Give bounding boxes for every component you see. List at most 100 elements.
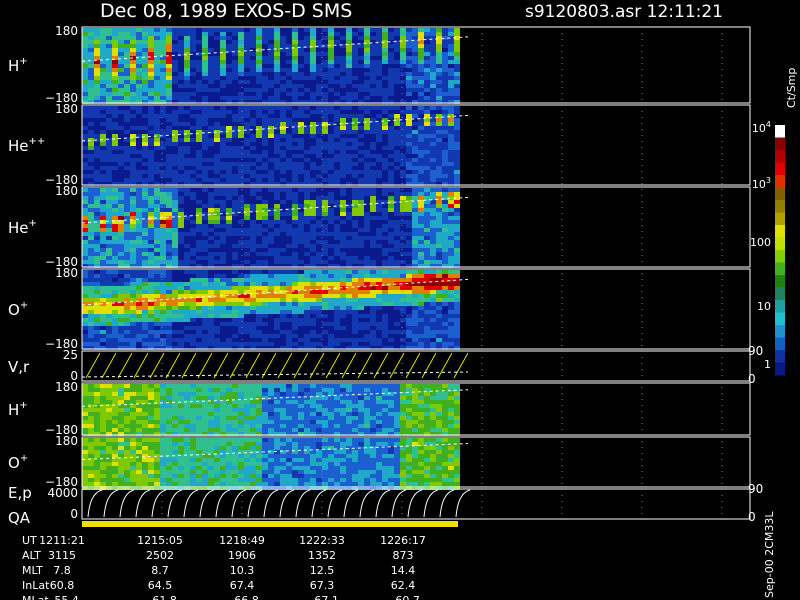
spectrogram-cell — [214, 342, 220, 346]
spectrogram-cell — [250, 92, 256, 96]
spectrogram-cell — [430, 174, 436, 178]
spectrogram-cell — [106, 96, 112, 100]
spectrogram-cell — [154, 118, 160, 122]
spectrogram-cell — [178, 44, 184, 48]
spectrogram-cell — [82, 412, 88, 416]
spectrogram-cell — [424, 122, 430, 126]
spectrogram-cell — [166, 240, 172, 244]
spectrogram-cell — [310, 274, 316, 278]
spectrogram-cell — [442, 286, 448, 290]
spectrogram-cell — [448, 282, 454, 286]
spectrogram-cell — [244, 306, 250, 310]
spectrogram-cell — [154, 146, 160, 150]
spectrogram-cell — [412, 130, 418, 134]
spectrogram-cell — [178, 150, 184, 154]
spectrogram-cell — [106, 114, 112, 118]
spectrogram-cell — [412, 260, 418, 264]
spectrogram-cell — [298, 100, 304, 104]
spectrogram-cell — [268, 56, 274, 60]
spectrogram-cell — [352, 270, 358, 274]
spectrogram-cell — [328, 80, 334, 84]
spectrogram-cell — [280, 84, 286, 88]
spectrogram-cell — [352, 100, 358, 104]
spectrogram-cell — [358, 158, 364, 162]
spectrogram-cell — [262, 282, 268, 286]
spectrogram-cell — [250, 294, 256, 298]
spectrogram-cell — [424, 334, 430, 338]
spectrogram-cell — [124, 200, 130, 204]
spectrogram-cell — [328, 270, 334, 274]
spectrogram-cell — [202, 110, 208, 114]
spectrogram-cell — [262, 334, 268, 338]
spectrogram-cell — [424, 224, 430, 228]
spectrogram-cell — [352, 196, 358, 200]
spectrogram-cell — [214, 236, 220, 240]
spectrogram-cell — [214, 244, 220, 248]
spectrogram-cell — [292, 48, 298, 52]
spectrogram-cell — [196, 286, 202, 290]
spectrogram-cell — [346, 174, 352, 178]
spectrogram-cell — [202, 142, 208, 146]
spectrogram-cell — [280, 224, 286, 228]
spectrogram-cell — [352, 84, 358, 88]
spectrogram-cell — [448, 126, 454, 130]
spectrogram-cell — [94, 248, 100, 252]
spectrogram-cell — [220, 92, 226, 96]
spectrogram-cell — [124, 322, 130, 326]
spectrogram-cell — [214, 256, 220, 260]
spectrogram-cell — [112, 130, 118, 134]
spectrogram-cell — [394, 126, 400, 130]
spectrogram-cell — [250, 188, 256, 192]
spectrogram-cell — [316, 28, 322, 32]
spectrogram-cell — [196, 48, 202, 52]
spectrogram-cell — [430, 216, 436, 220]
spectrogram-cell — [394, 138, 400, 142]
spectrogram-cell — [172, 270, 178, 274]
spectrogram-cell — [448, 28, 454, 32]
spectrogram-cell — [412, 248, 418, 252]
spectrogram-cell — [184, 178, 190, 182]
spectrogram-cell — [442, 278, 448, 282]
spectrogram-cell — [454, 326, 460, 330]
spectrogram-cell — [442, 72, 448, 76]
spectrogram-cell — [196, 96, 202, 100]
spectrogram-cell — [184, 96, 190, 100]
spectrogram-cell — [382, 342, 388, 346]
spectrogram-cell — [382, 134, 388, 138]
spectrogram-cell — [208, 302, 214, 306]
spectrogram-cell — [304, 220, 310, 224]
spectrogram-cell — [412, 48, 418, 52]
spectrogram-cell — [292, 84, 298, 88]
spectrogram-cell — [436, 342, 442, 346]
spectrogram-cell — [430, 220, 436, 224]
spectrogram-cell — [244, 122, 250, 126]
spectrogram-cell — [148, 48, 154, 52]
spectrogram-cell — [100, 322, 106, 326]
spectrogram-cell — [190, 64, 196, 68]
spectrogram-cell — [88, 88, 94, 92]
spectrogram-cell — [352, 240, 358, 244]
spectrogram-cell — [250, 278, 256, 282]
spectrogram-cell — [82, 330, 88, 334]
spectrogram-cell — [310, 264, 316, 268]
spectrogram-cell — [280, 118, 286, 122]
spectrogram-cell — [172, 154, 178, 158]
spectrogram-cell — [382, 64, 388, 68]
spectrogram-cell — [280, 126, 286, 130]
spectrogram-cell — [88, 282, 94, 286]
spectrogram-cell — [292, 96, 298, 100]
spectrogram-cell — [196, 310, 202, 314]
spectrogram-cell — [292, 314, 298, 318]
spectrogram-cell — [418, 192, 424, 196]
spectrogram-cell — [406, 92, 412, 96]
spectrogram-cell — [226, 162, 232, 166]
spectrogram-cell — [358, 244, 364, 248]
spectrogram-cell — [250, 142, 256, 146]
spectrogram-cell — [166, 138, 172, 142]
spectrogram-cell — [100, 88, 106, 92]
spectrogram-cell — [322, 216, 328, 220]
spectrogram-cell — [364, 326, 370, 330]
spectrogram-cell — [160, 310, 166, 314]
spectrogram-cell — [136, 88, 142, 92]
spectrogram-cell — [334, 72, 340, 76]
